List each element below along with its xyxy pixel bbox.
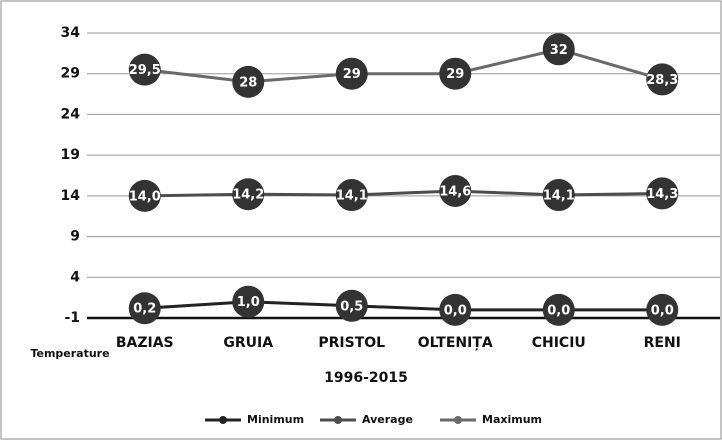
data-label: 0,0 bbox=[651, 303, 674, 318]
data-label: 0,0 bbox=[444, 303, 467, 318]
series-line bbox=[144, 300, 663, 312]
data-label: 28 bbox=[239, 75, 257, 90]
legend-label: Minimum bbox=[247, 413, 304, 426]
data-point bbox=[335, 289, 368, 322]
data-label: 32 bbox=[550, 43, 568, 58]
legend-marker bbox=[219, 416, 227, 424]
data-label: 14,0 bbox=[129, 189, 161, 204]
legend-label: Maximum bbox=[482, 413, 542, 426]
data-label: 29 bbox=[446, 67, 464, 82]
data-label: 14,1 bbox=[336, 189, 368, 204]
data-label: 29,5 bbox=[129, 63, 161, 78]
data-point bbox=[542, 293, 575, 326]
data-point bbox=[439, 57, 472, 90]
y-tick-label: 34 bbox=[61, 25, 81, 41]
data-label: 29 bbox=[343, 67, 361, 82]
y-tick-label: 9 bbox=[70, 229, 80, 245]
data-point bbox=[232, 65, 265, 98]
data-point bbox=[542, 33, 575, 66]
x-tick-label: CHICIU bbox=[532, 335, 586, 351]
y-tick-label: -1 bbox=[64, 310, 80, 326]
data-point bbox=[128, 179, 161, 212]
data-label: 0,0 bbox=[547, 303, 570, 318]
x-tick-label: BAZIAS bbox=[116, 335, 174, 351]
legend-marker bbox=[454, 416, 462, 424]
x-tick-label: RENI bbox=[644, 335, 681, 351]
x-tick-label: OLTENIȚA bbox=[418, 335, 493, 351]
y-tick-label: 4 bbox=[70, 269, 80, 285]
legend-marker bbox=[334, 416, 342, 424]
data-label: 14,2 bbox=[232, 188, 264, 203]
x-tick-label: GRUIA bbox=[223, 335, 273, 351]
series-line bbox=[144, 47, 663, 84]
data-point bbox=[232, 285, 265, 318]
data-point bbox=[542, 179, 575, 212]
data-label: 14,3 bbox=[646, 187, 678, 202]
data-point bbox=[335, 57, 368, 90]
series-line bbox=[144, 189, 663, 198]
data-point bbox=[646, 293, 679, 326]
y-tick-label: 24 bbox=[61, 106, 81, 122]
data-point bbox=[128, 53, 161, 86]
data-point bbox=[128, 292, 161, 325]
data-label: 14,6 bbox=[439, 184, 471, 199]
data-label: 1,0 bbox=[237, 295, 260, 310]
x-tick-label: PRISTOL bbox=[318, 335, 385, 351]
data-label: 14,1 bbox=[543, 189, 575, 204]
y-axis-label: Temperature bbox=[30, 347, 109, 360]
y-tick-label: 29 bbox=[61, 66, 80, 82]
data-point bbox=[335, 179, 368, 212]
y-tick-label: 19 bbox=[61, 147, 80, 163]
data-point bbox=[439, 293, 472, 326]
data-label: 0,5 bbox=[340, 299, 363, 314]
x-axis-title: 1996-2015 bbox=[324, 370, 408, 386]
data-label: 28,3 bbox=[646, 73, 678, 88]
y-tick-label: 14 bbox=[61, 188, 81, 204]
data-point bbox=[646, 63, 679, 96]
data-point bbox=[232, 178, 265, 211]
data-point bbox=[439, 174, 472, 207]
data-point bbox=[646, 177, 679, 210]
data-label: 0,2 bbox=[133, 302, 156, 317]
legend-label: Average bbox=[362, 413, 413, 426]
